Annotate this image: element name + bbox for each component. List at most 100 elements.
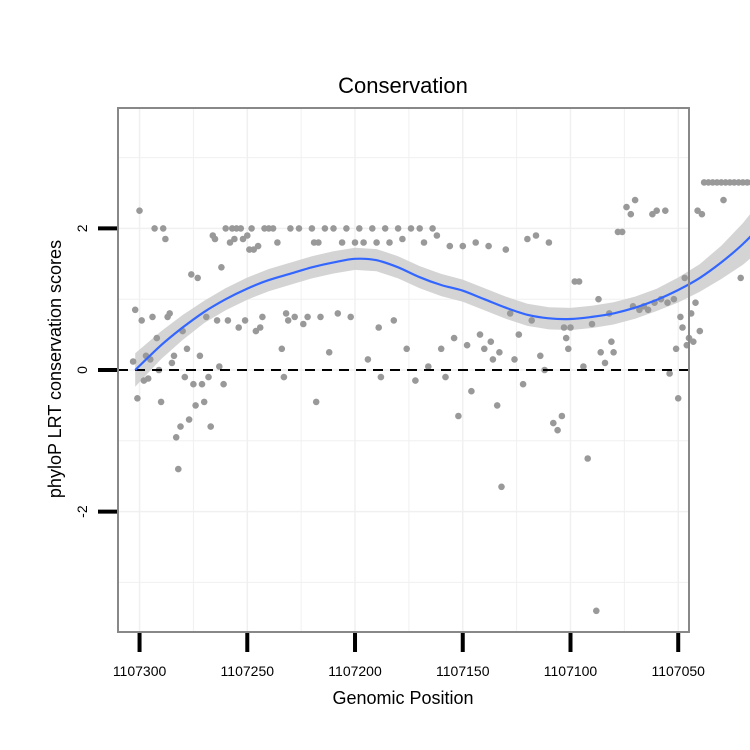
data-point [672,345,680,353]
data-point [690,338,697,346]
data-point [588,320,596,328]
data-point [196,352,204,360]
data-point [595,295,602,303]
data-point [315,239,322,246]
data-point [360,239,367,246]
data-point [498,483,505,491]
data-point [485,242,492,250]
data-point [472,239,480,246]
data-point [666,370,673,377]
data-point [256,324,264,331]
data-point [235,324,242,331]
data-point [321,225,329,232]
data-point [183,345,191,353]
x-tick-label: 1107100 [544,663,598,679]
data-point [743,179,750,186]
data-point [213,317,221,324]
data-point [220,380,227,388]
data-point [207,423,214,430]
data-point [433,232,441,239]
data-point [250,246,257,253]
data-point [618,228,626,236]
data-point [300,320,307,328]
data-point [222,225,229,232]
data-point [696,327,704,335]
data-point [550,419,557,427]
data-point [670,295,678,303]
data-point [241,317,249,324]
data-point [560,324,568,331]
data-point [623,203,630,211]
data-point [450,334,458,342]
data-point [468,387,475,395]
data-point [312,398,320,406]
data-point [364,356,372,363]
data-point [597,349,604,356]
data-point [455,412,462,420]
data-point [175,465,182,473]
data-point [608,338,615,346]
data-point [496,349,503,356]
data-point [554,426,561,434]
data-point [237,225,245,232]
x-tick-label: 1107050 [651,663,705,679]
data-point [205,373,212,381]
data-point [162,235,169,243]
plot-area: 1107300 1107250 1107200 1107150 1107100 11070… [74,107,750,679]
x-tick-label: 1107250 [221,663,275,679]
x-tick-label: 1107150 [436,663,490,679]
data-point [692,299,699,307]
confidence-ribbon [135,214,750,387]
data-point [153,334,161,342]
data-point [601,359,609,367]
data-point [138,317,145,324]
data-point [224,317,232,324]
data-point [459,242,467,250]
data-point [394,225,402,232]
data-point [157,398,165,406]
data-point [375,324,383,331]
data-point [737,274,744,282]
data-point [304,313,311,321]
data-point [151,225,158,232]
data-point [356,225,363,232]
data-point [144,375,152,382]
x-tick-label: 1107300 [113,663,167,679]
panel-border [117,107,690,633]
data-point [644,306,652,314]
data-point [487,338,495,346]
data-point [403,345,411,353]
data-point [131,306,139,314]
data-point [330,225,337,232]
data-point [386,239,393,246]
data-point [674,395,682,402]
data-point [412,377,419,384]
data-points [129,179,750,615]
data-point [373,239,380,246]
y-tick-label: -2 [74,505,90,518]
data-point [295,225,303,232]
data-point [416,225,424,232]
data-point [343,225,350,232]
data-point [532,232,540,239]
data-point [558,412,566,420]
data-point [198,380,206,388]
data-point [429,225,436,232]
data-point [259,313,266,321]
data-point [168,359,176,367]
data-point [636,306,643,314]
data-point [166,310,173,317]
data-point [442,373,449,381]
data-point [653,207,660,214]
data-point [194,274,201,282]
data-point [282,310,290,317]
data-point [679,324,686,331]
data-point [190,380,197,388]
data-point [528,317,535,324]
data-point [231,235,238,243]
smooth-trend-line [134,235,750,371]
data-point [575,278,583,285]
data-point [308,225,316,232]
data-point [325,349,333,356]
